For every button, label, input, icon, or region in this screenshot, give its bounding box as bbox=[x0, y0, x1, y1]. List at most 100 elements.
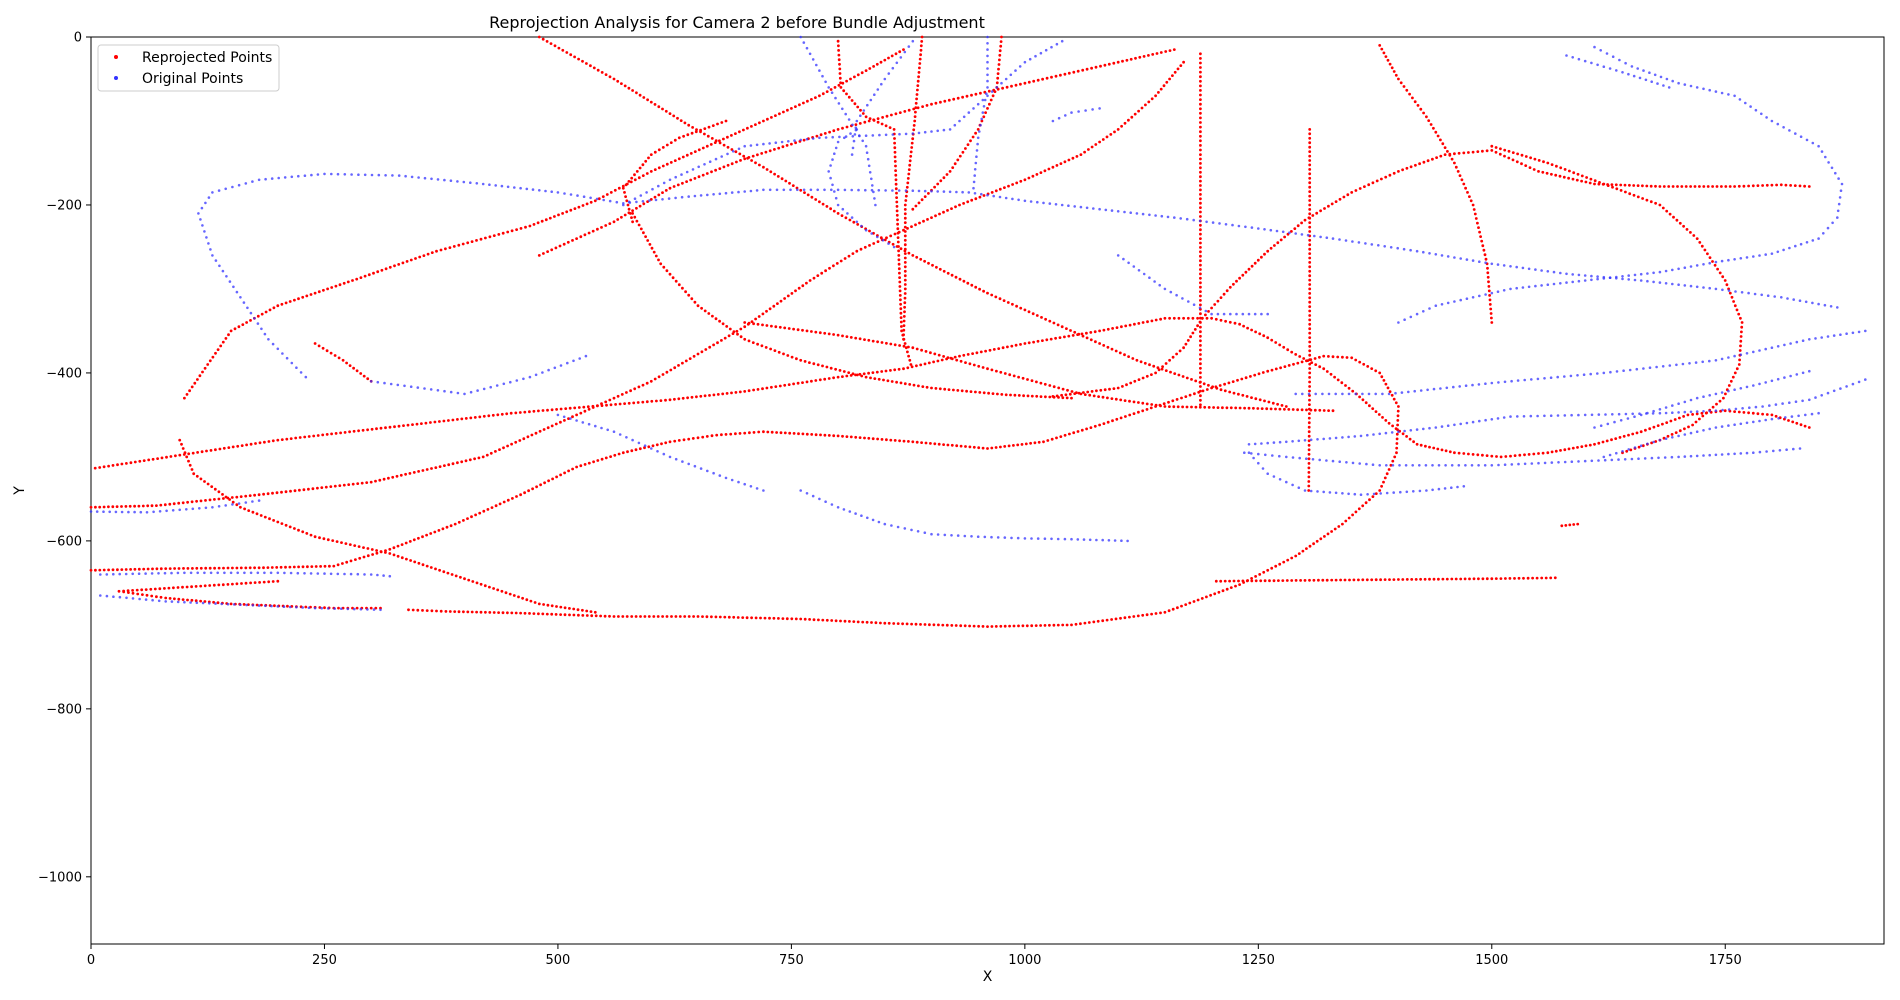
scatter-point bbox=[836, 140, 840, 144]
scatter-point bbox=[204, 506, 208, 510]
scatter-point bbox=[1443, 153, 1447, 157]
scatter-point bbox=[1851, 331, 1855, 335]
scatter-point bbox=[1194, 379, 1198, 383]
scatter-point bbox=[433, 420, 437, 424]
scatter-point bbox=[1368, 498, 1371, 502]
scatter-point bbox=[1739, 344, 1742, 348]
scatter-point bbox=[1163, 316, 1167, 320]
scatter-point bbox=[694, 130, 698, 134]
scatter-point bbox=[932, 623, 936, 627]
scatter-point bbox=[661, 146, 665, 149]
scatter-point bbox=[915, 93, 919, 96]
scatter-point bbox=[899, 302, 902, 306]
scatter-point bbox=[1290, 579, 1294, 582]
scatter-point bbox=[145, 511, 149, 514]
scatter-point bbox=[835, 262, 839, 265]
scatter-point bbox=[1752, 255, 1755, 258]
scatter-point bbox=[1199, 153, 1202, 157]
scatter-point bbox=[158, 587, 162, 591]
scatter-point bbox=[1088, 538, 1092, 542]
scatter-point bbox=[691, 437, 695, 440]
scatter-point bbox=[1270, 566, 1274, 570]
scatter-point bbox=[946, 271, 950, 275]
scatter-point bbox=[1052, 321, 1056, 325]
scatter-point bbox=[1383, 245, 1386, 248]
scatter-point bbox=[1358, 395, 1361, 399]
scatter-point bbox=[1829, 305, 1833, 308]
scatter-point bbox=[1439, 138, 1442, 142]
scatter-point bbox=[1397, 430, 1400, 434]
scatter-point bbox=[430, 251, 434, 255]
scatter-point bbox=[1325, 459, 1328, 462]
scatter-point bbox=[1385, 464, 1388, 467]
scatter-point bbox=[856, 73, 860, 77]
scatter-point bbox=[1658, 411, 1662, 415]
scatter-point bbox=[906, 177, 910, 180]
scatter-point bbox=[990, 625, 994, 628]
scatter-point bbox=[1614, 437, 1618, 440]
scatter-point bbox=[210, 485, 214, 488]
scatter-point bbox=[1426, 388, 1429, 392]
scatter-point bbox=[646, 239, 650, 242]
scatter-point bbox=[893, 155, 897, 159]
scatter-point bbox=[1308, 296, 1312, 300]
scatter-point bbox=[1060, 325, 1064, 329]
scatter-point bbox=[375, 549, 378, 552]
scatter-point bbox=[1747, 291, 1750, 295]
scatter-point bbox=[337, 356, 341, 360]
scatter-point bbox=[867, 119, 871, 123]
scatter-point bbox=[670, 615, 673, 618]
scatter-point bbox=[1357, 507, 1361, 511]
scatter-point bbox=[1793, 184, 1797, 188]
scatter-point bbox=[1017, 624, 1020, 628]
scatter-point bbox=[89, 568, 93, 572]
scatter-point bbox=[650, 246, 654, 250]
scatter-point bbox=[1727, 452, 1730, 456]
scatter-point bbox=[876, 235, 879, 239]
scatter-point bbox=[1766, 294, 1770, 298]
scatter-point bbox=[442, 570, 446, 574]
scatter-point bbox=[986, 193, 989, 197]
scatter-point bbox=[1241, 393, 1245, 397]
scatter-point bbox=[1437, 577, 1440, 581]
scatter-point bbox=[1534, 268, 1537, 271]
scatter-point bbox=[1039, 51, 1043, 55]
scatter-point bbox=[555, 475, 558, 479]
scatter-point bbox=[1102, 422, 1106, 425]
scatter-point bbox=[231, 185, 234, 189]
scatter-point bbox=[895, 61, 899, 65]
scatter-point bbox=[235, 566, 239, 570]
scatter-point bbox=[907, 108, 911, 112]
scatter-point bbox=[1354, 189, 1358, 192]
scatter-point bbox=[1431, 157, 1434, 161]
scatter-point bbox=[908, 159, 912, 163]
scatter-point bbox=[1034, 54, 1037, 58]
scatter-point bbox=[845, 79, 848, 83]
scatter-point bbox=[330, 432, 333, 436]
scatter-point bbox=[226, 583, 230, 586]
scatter-point bbox=[1485, 149, 1489, 153]
scatter-point bbox=[1385, 472, 1389, 476]
scatter-point bbox=[1490, 316, 1493, 320]
scatter-point bbox=[1643, 457, 1647, 460]
scatter-point bbox=[199, 218, 202, 221]
scatter-point bbox=[508, 592, 512, 596]
scatter-point bbox=[117, 589, 121, 593]
scatter-point bbox=[506, 444, 509, 448]
scatter-point bbox=[715, 433, 719, 437]
legend-marker-reprojected bbox=[114, 55, 118, 59]
scatter-point bbox=[392, 546, 396, 550]
scatter-point bbox=[262, 566, 265, 570]
scatter-point bbox=[226, 602, 230, 606]
scatter-point bbox=[1013, 393, 1017, 397]
scatter-point bbox=[1760, 112, 1763, 116]
scatter-point bbox=[1770, 252, 1774, 255]
scatter-point bbox=[1478, 419, 1481, 423]
scatter-point bbox=[1334, 436, 1338, 440]
scatter-point bbox=[1645, 198, 1649, 202]
scatter-point bbox=[926, 218, 929, 221]
scatter-point bbox=[403, 384, 406, 388]
scatter-point bbox=[668, 398, 672, 402]
scatter-point bbox=[558, 244, 562, 248]
scatter-point bbox=[1391, 464, 1395, 467]
